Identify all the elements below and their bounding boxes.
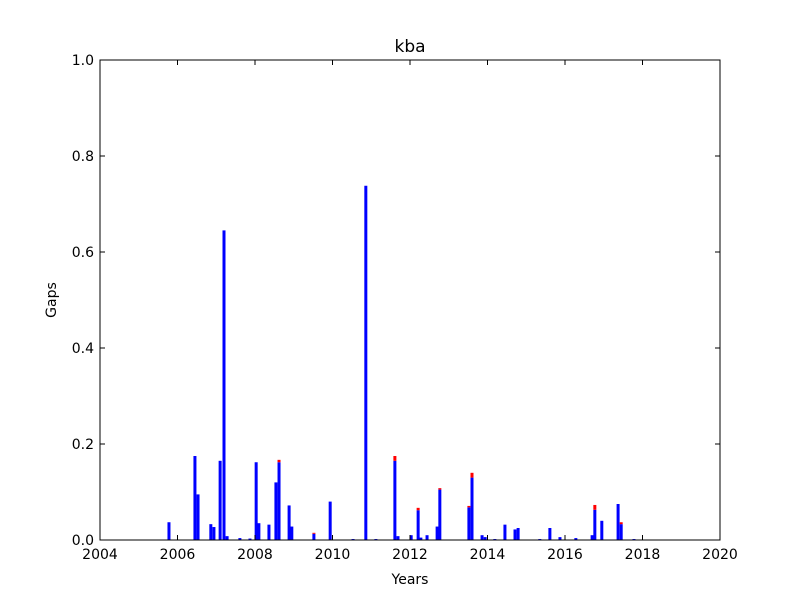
x-axis-label: Years — [391, 572, 429, 588]
x-tick-label: 2012 — [392, 547, 428, 563]
bar — [467, 507, 471, 540]
bar — [619, 522, 623, 525]
y-tick-label: 0.0 — [72, 533, 94, 549]
y-tick-label: 1.0 — [72, 53, 94, 69]
bar — [393, 456, 397, 461]
x-tick-label: 2010 — [315, 547, 351, 563]
bar — [483, 537, 487, 540]
bar — [435, 526, 439, 540]
bar — [616, 504, 620, 540]
x-tick-label: 2004 — [82, 547, 118, 563]
bar — [290, 526, 294, 540]
bar — [516, 528, 520, 540]
bar — [218, 460, 222, 540]
bar — [209, 524, 213, 540]
bar — [254, 462, 258, 540]
bar — [470, 477, 474, 540]
x-tick-label: 2020 — [702, 547, 738, 563]
bar — [438, 488, 442, 490]
bar — [287, 505, 291, 540]
bar — [548, 528, 552, 540]
bar — [409, 535, 413, 540]
bar — [593, 509, 597, 540]
bar — [503, 524, 507, 540]
bar — [513, 529, 517, 540]
y-tick-label: 0.6 — [72, 245, 94, 261]
bar — [274, 482, 278, 540]
bar — [277, 462, 281, 540]
bar — [267, 524, 271, 540]
bar — [558, 537, 562, 540]
bar — [590, 535, 594, 540]
bar — [167, 522, 171, 540]
bar — [416, 510, 420, 540]
bar — [257, 523, 261, 540]
bar — [600, 520, 604, 540]
x-tick-label: 2008 — [237, 547, 273, 563]
x-tick-label: 2014 — [470, 547, 506, 563]
bar — [277, 459, 281, 463]
bar — [196, 494, 200, 540]
bar — [328, 501, 332, 540]
bar — [467, 505, 471, 508]
bar — [425, 535, 429, 540]
bar — [222, 230, 226, 540]
y-tick-label: 0.8 — [72, 149, 94, 165]
bar — [416, 507, 420, 511]
bar — [312, 533, 316, 540]
bar — [480, 535, 484, 540]
bar — [364, 185, 368, 540]
bar — [312, 532, 316, 534]
bar — [248, 538, 252, 540]
bar — [619, 524, 623, 540]
y-tick-label: 0.2 — [72, 437, 94, 453]
bar — [238, 538, 242, 540]
chart-title: kba — [394, 37, 425, 57]
bar — [225, 536, 229, 540]
bar — [193, 456, 197, 540]
y-tick-label: 0.4 — [72, 341, 94, 357]
y-axis-label: Gaps — [44, 282, 60, 318]
bar — [470, 472, 474, 478]
bar — [419, 537, 423, 540]
bar — [393, 460, 397, 540]
x-tick-label: 2018 — [625, 547, 661, 563]
bar — [574, 538, 578, 540]
bar — [438, 489, 442, 540]
bar — [593, 504, 597, 510]
x-tick-label: 2016 — [547, 547, 583, 563]
x-tick-label: 2006 — [160, 547, 196, 563]
bar — [212, 527, 216, 540]
bar — [396, 536, 400, 540]
